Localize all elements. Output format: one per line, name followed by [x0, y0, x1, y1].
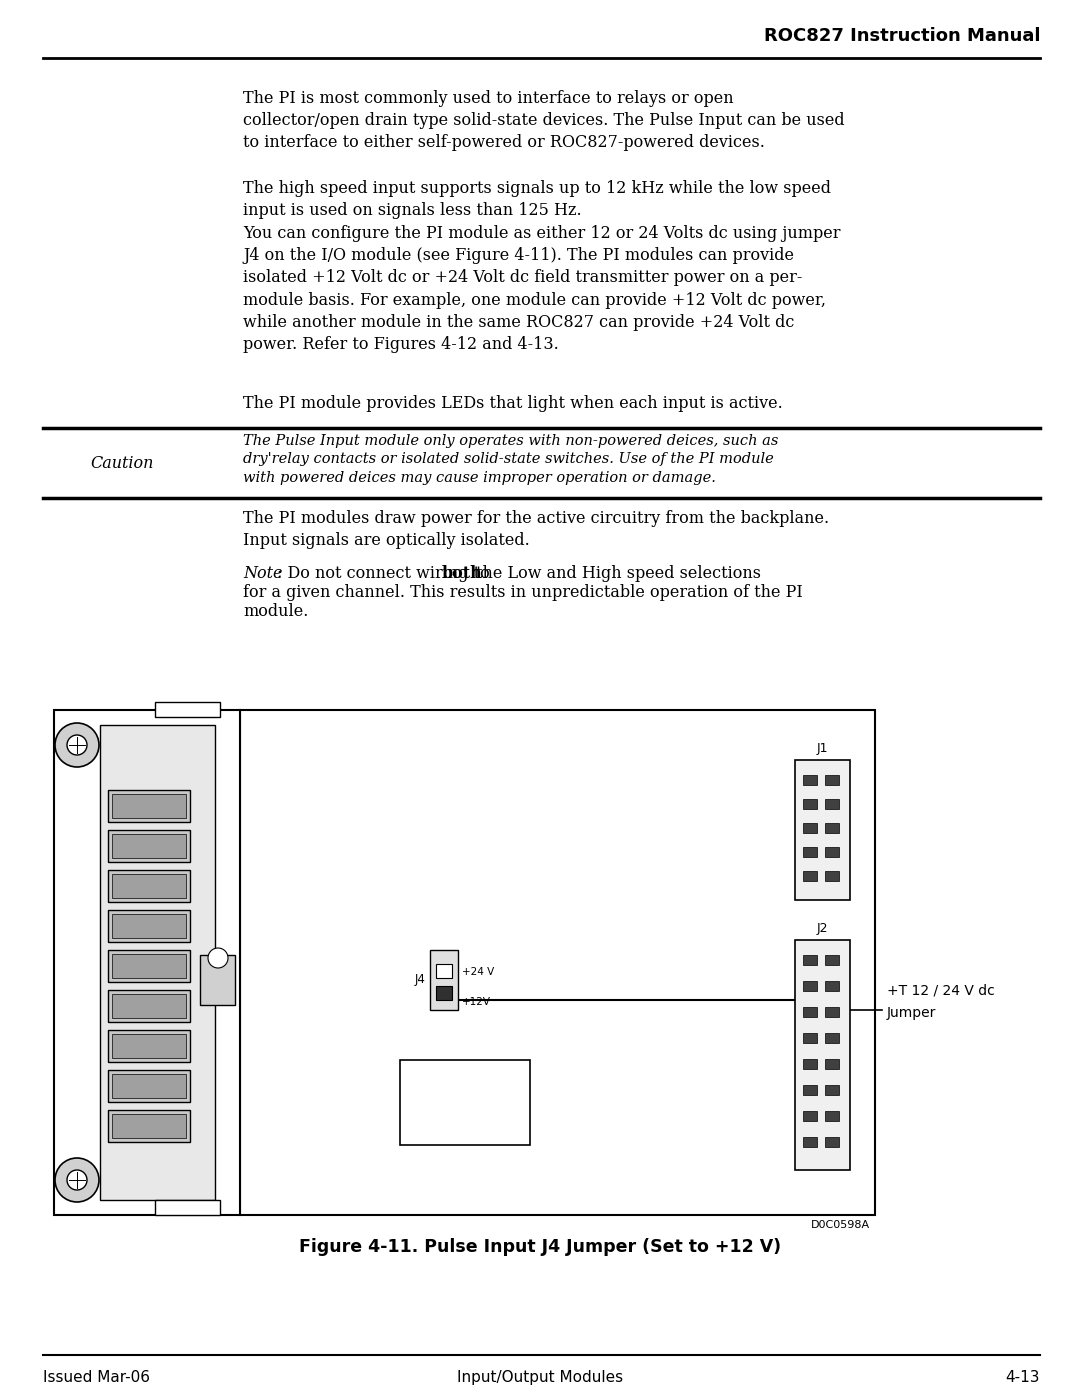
Text: for a given channel. This results in unpredictable operation of the PI: for a given channel. This results in unp…: [243, 584, 802, 601]
Bar: [436, 964, 453, 978]
Bar: [825, 775, 839, 785]
Bar: [108, 950, 190, 982]
Bar: [825, 956, 839, 965]
Bar: [804, 1059, 816, 1069]
Bar: [825, 870, 839, 882]
Bar: [108, 909, 190, 942]
Bar: [436, 986, 453, 1000]
Bar: [108, 1111, 190, 1141]
Text: You can configure the PI module as either 12 or 24 Volts dc using jumper
J4 on t: You can configure the PI module as eithe…: [243, 225, 840, 353]
Text: J1: J1: [816, 742, 828, 754]
Bar: [825, 1137, 839, 1147]
Bar: [804, 981, 816, 990]
Bar: [825, 847, 839, 856]
Bar: [804, 799, 816, 809]
Bar: [112, 793, 186, 819]
Text: D0C0598A: D0C0598A: [811, 1220, 870, 1229]
Text: The PI module provides LEDs that light when each input is active.: The PI module provides LEDs that light w…: [243, 395, 783, 412]
Circle shape: [67, 1171, 87, 1190]
Bar: [54, 710, 240, 1215]
Bar: [112, 834, 186, 858]
Bar: [825, 1032, 839, 1044]
Text: Jumper: Jumper: [887, 1006, 936, 1020]
Circle shape: [208, 949, 228, 968]
Text: Caution: Caution: [90, 454, 153, 472]
Text: Note: Note: [243, 564, 283, 583]
Bar: [804, 870, 816, 882]
Bar: [804, 1032, 816, 1044]
Bar: [430, 950, 458, 1010]
Text: the Low and High speed selections: the Low and High speed selections: [476, 564, 761, 583]
Text: +T 12 / 24 V dc: +T 12 / 24 V dc: [887, 983, 995, 997]
Bar: [400, 1060, 530, 1146]
Bar: [112, 914, 186, 937]
Bar: [804, 847, 816, 856]
Bar: [156, 1200, 220, 1215]
Bar: [240, 710, 875, 1215]
Text: ROC827 Instruction Manual: ROC827 Instruction Manual: [764, 27, 1040, 45]
Bar: [108, 990, 190, 1023]
Bar: [804, 1085, 816, 1095]
Text: both: both: [442, 564, 483, 583]
Bar: [795, 940, 850, 1171]
Text: The Pulse Input module only operates with non-powered deices, such as
dry'relay : The Pulse Input module only operates wit…: [243, 434, 779, 485]
Text: The PI is most commonly used to interface to relays or open
collector/open drain: The PI is most commonly used to interfac…: [243, 89, 845, 151]
Bar: [804, 823, 816, 833]
Text: U1: U1: [457, 1097, 473, 1109]
Bar: [804, 775, 816, 785]
Bar: [112, 1034, 186, 1058]
Bar: [112, 1074, 186, 1098]
Text: 4-13: 4-13: [1005, 1370, 1040, 1384]
Bar: [108, 830, 190, 862]
Bar: [825, 799, 839, 809]
Text: Issued Mar-06: Issued Mar-06: [43, 1370, 150, 1384]
Bar: [156, 703, 220, 717]
Bar: [108, 789, 190, 821]
Text: Input/Output Modules: Input/Output Modules: [457, 1370, 623, 1384]
Bar: [112, 1113, 186, 1139]
Bar: [112, 995, 186, 1018]
Bar: [825, 1085, 839, 1095]
Text: Figure 4-11. Pulse Input J4 Jumper (Set to +12 V): Figure 4-11. Pulse Input J4 Jumper (Set …: [299, 1238, 781, 1256]
Bar: [112, 954, 186, 978]
Bar: [100, 725, 215, 1200]
Bar: [108, 870, 190, 902]
Circle shape: [55, 1158, 99, 1201]
Bar: [804, 1111, 816, 1120]
Text: +24 V: +24 V: [462, 967, 495, 977]
Text: : Do not connect wiring to: : Do not connect wiring to: [276, 564, 495, 583]
Text: The PI modules draw power for the active circuitry from the backplane.
Input sig: The PI modules draw power for the active…: [243, 510, 829, 549]
Bar: [804, 1007, 816, 1017]
Text: module.: module.: [243, 604, 309, 620]
Bar: [804, 956, 816, 965]
Bar: [112, 875, 186, 898]
Bar: [825, 981, 839, 990]
Bar: [825, 1007, 839, 1017]
Text: J4: J4: [414, 974, 426, 986]
Text: J2: J2: [816, 922, 828, 935]
Bar: [108, 1030, 190, 1062]
Bar: [825, 823, 839, 833]
Text: +12V: +12V: [462, 997, 491, 1007]
Bar: [825, 1111, 839, 1120]
Bar: [200, 956, 235, 1004]
Circle shape: [67, 735, 87, 754]
Circle shape: [55, 724, 99, 767]
Bar: [795, 760, 850, 900]
Bar: [108, 1070, 190, 1102]
Bar: [804, 1137, 816, 1147]
Text: The high speed input supports signals up to 12 kHz while the low speed
input is : The high speed input supports signals up…: [243, 180, 831, 219]
Bar: [825, 1059, 839, 1069]
